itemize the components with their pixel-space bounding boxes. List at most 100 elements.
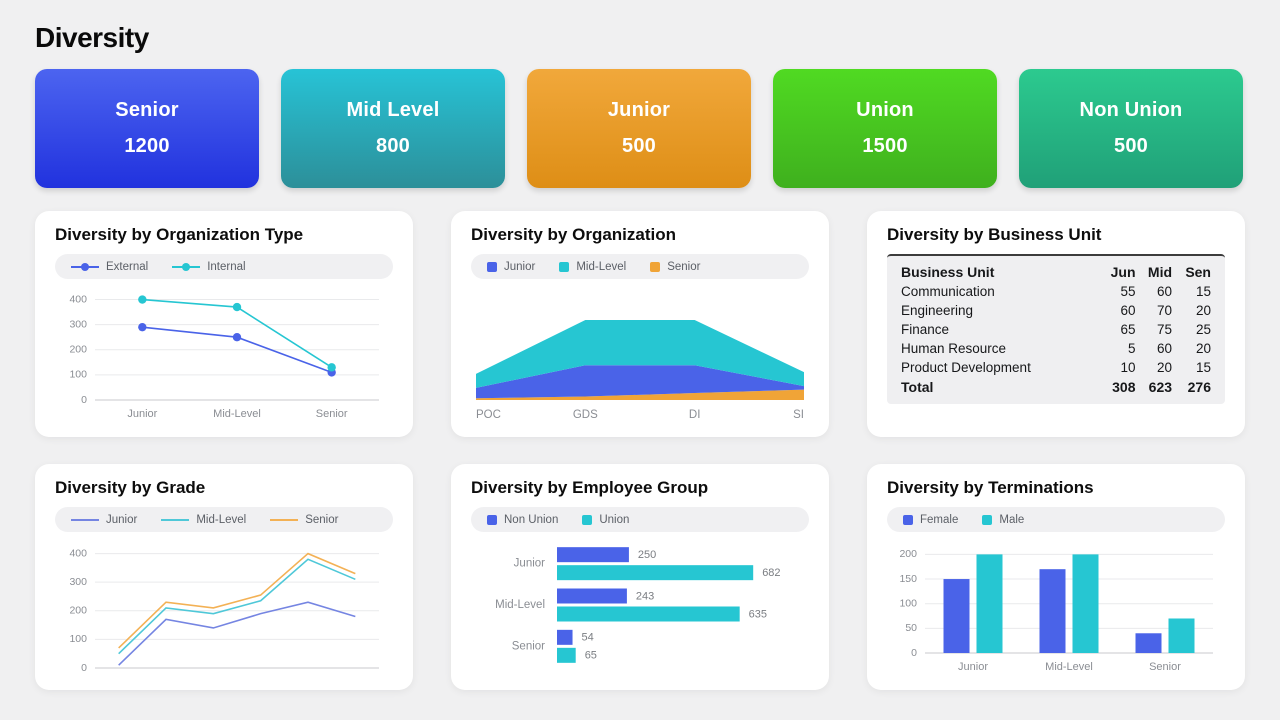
legend-dot-icon <box>81 262 89 271</box>
kpi-card-mid-level[interactable]: Mid Level 800 <box>281 69 505 188</box>
line-senior[interactable] <box>118 552 356 649</box>
table-row: Product Development 10 20 15 <box>901 358 1211 377</box>
y-tick-label: 100 <box>69 369 87 381</box>
point-internal[interactable] <box>138 295 147 304</box>
panel-diversity-by-organization: Diversity by Organization Junior Mid-Leve… <box>451 211 829 437</box>
x-axis-label: Senior <box>316 408 348 420</box>
table-cell: Communication <box>901 284 995 299</box>
column-header: Jun <box>1110 264 1136 280</box>
legend-item-senior[interactable]: Senior <box>270 514 338 526</box>
bar-value-label: 250 <box>638 549 656 561</box>
legend-item-junior[interactable]: Junior <box>71 514 137 526</box>
table-row: Communication 55 60 15 <box>901 282 1211 301</box>
bar-value-label: 682 <box>762 567 780 579</box>
point-internal[interactable] <box>327 363 336 372</box>
point-internal[interactable] <box>232 302 242 312</box>
panel-diversity-by-grade: Diversity by Grade Junior Mid-Level Senior… <box>35 464 413 690</box>
legend-label: Male <box>999 513 1025 526</box>
panel-title: Diversity by Organization Type <box>55 225 304 244</box>
point-external[interactable] <box>232 333 242 342</box>
legend-item-mid-level[interactable]: Mid-Level <box>559 261 626 273</box>
legend-label: Junior <box>106 513 138 526</box>
legend-label: Senior <box>305 513 339 526</box>
data-table: Business Unit Jun Mid Sen Communication 55 60 1… <box>901 261 1211 397</box>
legend-swatch-icon <box>270 518 299 521</box>
legend-item-female[interactable]: Female <box>903 514 958 526</box>
area-chart-organization[interactable]: POC GDS DI SI <box>471 286 809 424</box>
kpi-row: Senior 1200 Mid Level 800 Junior 500 Uni… <box>35 69 1245 188</box>
area-senior[interactable] <box>476 389 804 400</box>
legend-swatch-icon <box>172 262 201 271</box>
panel-title: Diversity by Organization <box>471 225 676 244</box>
panel-title: Diversity by Grade <box>55 478 206 497</box>
kpi-label: Non Union <box>1079 99 1183 121</box>
bar-union-senior[interactable] <box>557 647 576 663</box>
legend-label: Junior <box>504 260 536 273</box>
panel-title: Diversity by Employee Group <box>471 478 709 497</box>
bar-union-junior[interactable] <box>557 565 754 581</box>
x-axis-label: Senior <box>1149 661 1181 673</box>
column-header: Business Unit <box>901 264 995 280</box>
line-junior[interactable] <box>118 601 356 666</box>
kpi-label: Senior <box>115 99 179 121</box>
panel-diversity-by-terminations: Diversity by Terminations Female Male 0 50… <box>867 464 1245 690</box>
table-row: Engineering 60 70 20 <box>901 301 1211 320</box>
y-tick-label: 50 <box>905 622 917 634</box>
y-tick-label: 0 <box>81 394 87 406</box>
legend: Female Male <box>887 507 1225 532</box>
bar-female-mid-level[interactable] <box>1039 569 1066 653</box>
kpi-card-senior[interactable]: Senior 1200 <box>35 69 259 188</box>
kpi-card-union[interactable]: Union 1500 <box>773 69 997 188</box>
table-cell: Total <box>901 379 934 395</box>
bar-value-label: 54 <box>582 632 594 644</box>
legend-swatch-icon <box>650 261 661 272</box>
table-cell: 70 <box>1157 303 1173 318</box>
table-cell: 75 <box>1157 322 1173 337</box>
line-chart-grade[interactable]: 0 100 200 300 400 <box>55 539 393 677</box>
bar-non-union-junior[interactable] <box>557 547 629 563</box>
legend-item-mid-level[interactable]: Mid-Level <box>161 514 246 526</box>
kpi-card-non-union[interactable]: Non Union 500 <box>1019 69 1243 188</box>
legend-item-male[interactable]: Male <box>982 514 1024 526</box>
x-axis-label: SI <box>793 409 804 421</box>
table-cell: Engineering <box>901 303 974 318</box>
panel-title: Diversity by Business Unit <box>887 225 1102 244</box>
line-chart-organization-type[interactable]: 0 100 200 300 400 Junior Mid-Level Senior <box>55 286 393 424</box>
y-tick-label: 0 <box>911 647 917 659</box>
kpi-value: 800 <box>376 135 410 157</box>
bar-male-junior[interactable] <box>976 554 1003 653</box>
hbar-chart-employee-group[interactable]: Junior 250 682 Mid-Level 243 635 Senior 54 65 <box>471 539 809 677</box>
table-cell: 20 <box>1195 341 1211 356</box>
kpi-value: 500 <box>622 135 656 157</box>
legend: Non Union Union <box>471 507 809 532</box>
kpi-card-junior[interactable]: Junior 500 <box>527 69 751 188</box>
bar-non-union-mid-level[interactable] <box>557 588 627 604</box>
bar-female-junior[interactable] <box>943 579 970 653</box>
area-junior[interactable] <box>476 365 804 399</box>
point-external[interactable] <box>138 322 147 332</box>
bar-non-union-senior[interactable] <box>557 629 573 645</box>
bar-value-label: 635 <box>749 608 767 620</box>
legend-item-senior[interactable]: Senior <box>650 261 700 273</box>
table-cell: 10 <box>1120 360 1136 375</box>
bar-chart-terminations[interactable]: 0 50 100 150 200 Junior Mid-Level Senior <box>887 539 1225 677</box>
x-axis-label: Mid-Level <box>1045 661 1093 673</box>
legend-label: Non Union <box>504 513 559 526</box>
bar-female-senior[interactable] <box>1135 633 1162 653</box>
bar-value-label: 65 <box>585 650 597 662</box>
bar-male-senior[interactable] <box>1168 618 1195 653</box>
legend-label: Union <box>599 513 630 526</box>
legend-item-junior[interactable]: Junior <box>487 261 535 273</box>
table-cell: Product Development <box>901 360 1031 375</box>
bar-union-mid-level[interactable] <box>557 606 740 622</box>
kpi-value: 1200 <box>124 135 170 157</box>
legend-item-non-union[interactable]: Non Union <box>487 514 558 526</box>
line-mid-level[interactable] <box>118 558 356 655</box>
panel-grid: Diversity by Organization Type External I… <box>35 211 1245 690</box>
legend-item-external[interactable]: External <box>71 261 148 273</box>
legend-item-internal[interactable]: Internal <box>172 261 246 273</box>
x-axis-label: Junior <box>958 661 988 673</box>
legend-item-union[interactable]: Union <box>582 514 629 526</box>
y-category-label: Mid-Level <box>495 599 545 611</box>
bar-male-mid-level[interactable] <box>1072 554 1099 653</box>
